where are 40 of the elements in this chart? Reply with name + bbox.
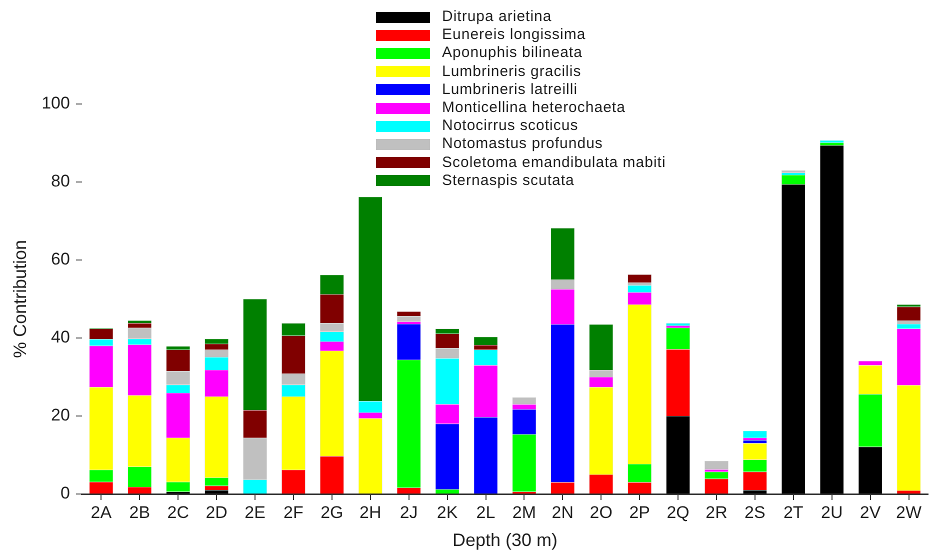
x-tick-label: 2B <box>129 502 150 522</box>
y-tick-label: 40 <box>51 328 70 347</box>
x-tick-label: 2L <box>476 502 496 522</box>
x-tick-label: 2P <box>629 502 650 522</box>
legend-label: Scoletoma emandibulata mabiti <box>442 154 666 172</box>
y-tick-label: 100 <box>42 94 70 113</box>
legend-label: Lumbrineris latreilli <box>442 80 578 100</box>
x-tick-label: 2O <box>590 502 612 522</box>
x-tick-label: 2G <box>320 502 344 522</box>
y-axis-title: % Contribution <box>10 240 30 358</box>
legend-label: Sternaspis scutata <box>442 172 574 190</box>
x-tick-label: 2D <box>206 502 228 522</box>
x-tick-label: 2T <box>783 502 804 522</box>
x-tick-label: 2C <box>167 502 189 522</box>
y-tick-label: 0 <box>60 484 70 503</box>
legend-label: Eunereis longissima <box>442 26 586 44</box>
x-tick-label: 2A <box>90 502 112 522</box>
x-tick-label: 2H <box>360 502 382 522</box>
x-tick-label: 2N <box>552 502 574 522</box>
y-tick-label: 60 <box>51 250 70 269</box>
legend-label: Notocirrus scoticus <box>442 117 578 136</box>
x-axis-title: Depth (30 m) <box>452 530 558 550</box>
x-tick-label: 2M <box>512 502 536 522</box>
x-tick-label: 2U <box>820 502 843 522</box>
x-tick-label: 2K <box>436 502 458 522</box>
legend-label: Monticellina heterochaeta <box>442 99 626 118</box>
x-tick-label: 2F <box>284 502 304 522</box>
legend-label: Notomastus profundus <box>442 135 603 154</box>
legend-label: Aponuphis bilineata <box>442 44 582 63</box>
legend-label: Ditrupa arietina <box>442 8 552 26</box>
x-tick-label: 2V <box>860 502 882 522</box>
y-tick-label: 80 <box>51 172 70 191</box>
x-tick-label: 2W <box>896 502 922 522</box>
x-tick-label: 2E <box>244 502 266 522</box>
x-tick-label: 2S <box>744 502 766 522</box>
legend-label: Lumbrineris gracilis <box>442 62 582 81</box>
x-tick-label: 2J <box>400 502 418 522</box>
y-tick-label: 20 <box>51 406 70 425</box>
x-tick-label: 2Q <box>666 502 690 522</box>
x-tick-label: 2R <box>706 502 728 522</box>
